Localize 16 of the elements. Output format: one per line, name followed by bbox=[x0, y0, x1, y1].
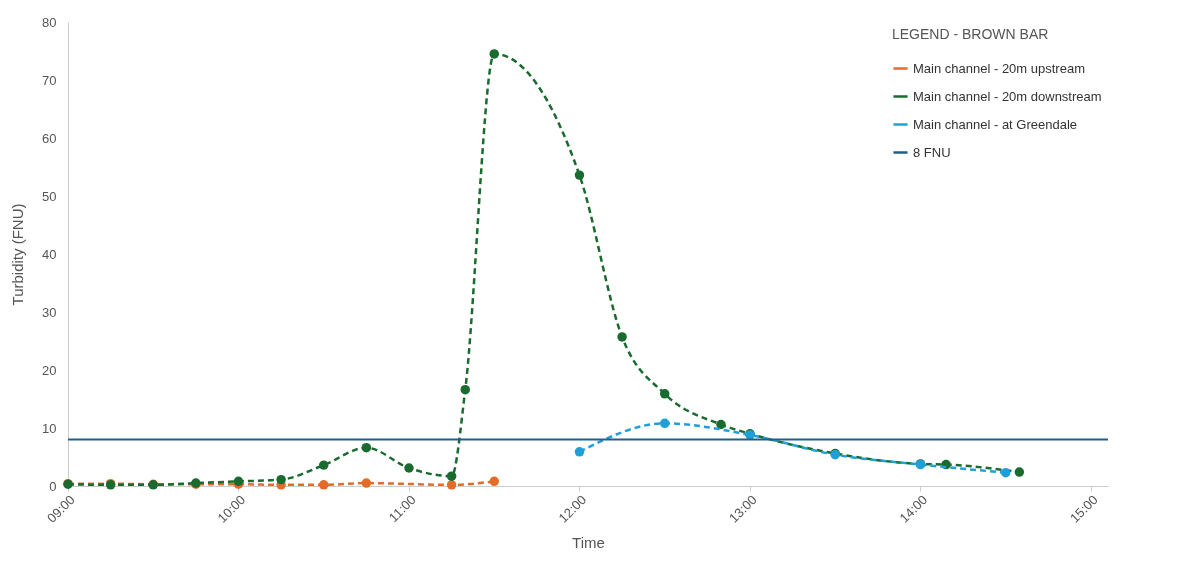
y-tick-label: 70 bbox=[42, 72, 57, 88]
legend-title: LEGEND - BROWN BAR bbox=[892, 26, 1049, 42]
legend-label: Main channel - at Greendale bbox=[913, 116, 1078, 132]
y-tick-label: 40 bbox=[42, 246, 57, 262]
y-tick-label: 0 bbox=[49, 478, 57, 494]
legend-label: 8 FNU bbox=[913, 144, 951, 160]
x-axis-title: Time bbox=[572, 533, 605, 551]
legend-label: Main channel - 20m downstream bbox=[913, 88, 1102, 104]
y-tick-label: 30 bbox=[42, 304, 57, 320]
y-tick-label: 50 bbox=[42, 188, 57, 204]
y-tick-label: 80 bbox=[42, 14, 57, 30]
y-tick-label: 60 bbox=[42, 130, 57, 146]
legend-label: Main channel - 20m upstream bbox=[913, 60, 1085, 76]
y-axis-title: Turbidity (FNU) bbox=[9, 203, 27, 306]
y-tick-label: 10 bbox=[42, 420, 57, 436]
y-tick-label: 20 bbox=[42, 362, 57, 378]
